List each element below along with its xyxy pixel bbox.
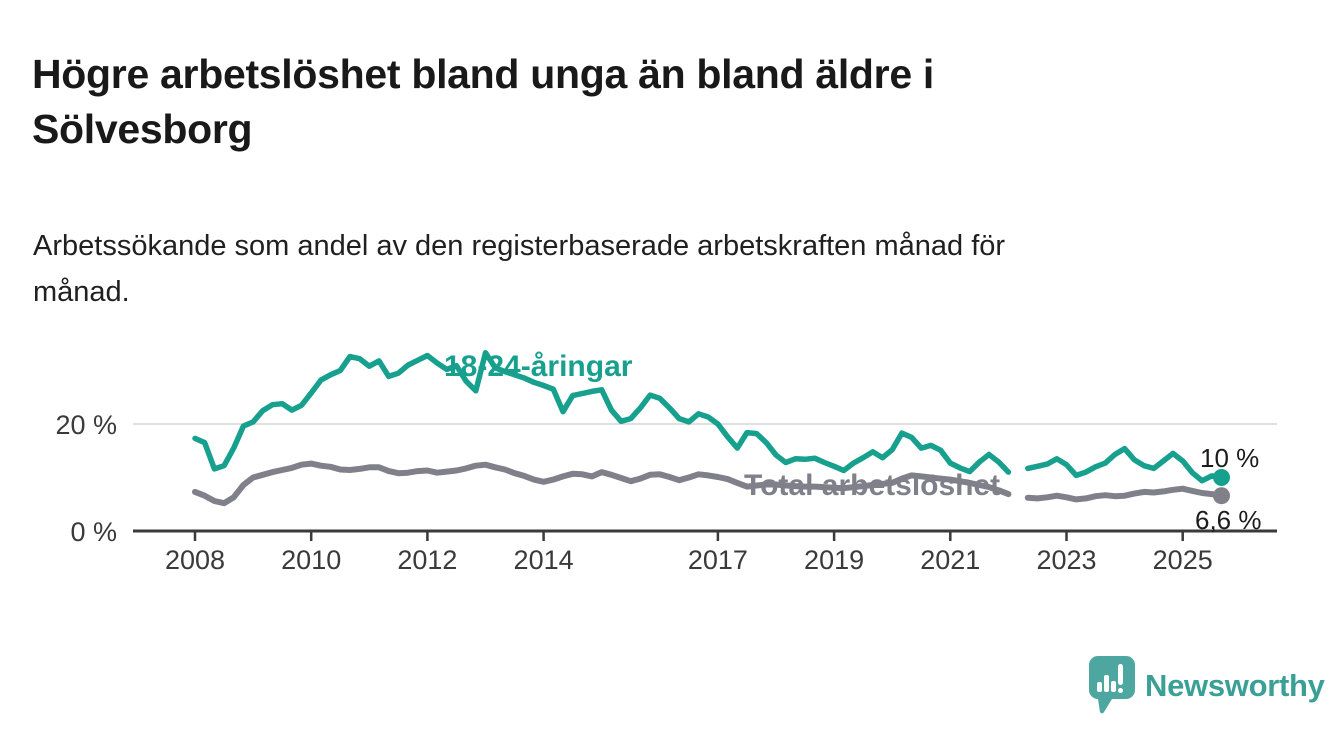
chart-subtitle-line-1: Arbetssökande som andel av den registerb… (33, 230, 1006, 262)
x-tick-label: 2023 (1036, 545, 1096, 575)
y-tick-label: 20 % (55, 410, 117, 440)
series-label-total: Total arbetslöshet (744, 469, 1001, 502)
page-title-line-1: Högre arbetslöshet bland unga än bland ä… (32, 51, 935, 98)
x-tick-label: 2012 (397, 545, 457, 575)
bar-2 (1104, 675, 1109, 692)
exclamation-dot (1118, 688, 1123, 693)
series-line-young (192, 350, 1225, 484)
chart-subtitle-line-2: månad. (33, 276, 130, 308)
series-label-young: 18-24-åringar (444, 350, 633, 383)
newsworthy-logo-icon (1089, 656, 1135, 714)
x-tick-label: 2025 (1153, 545, 1213, 575)
x-tick-label: 2014 (514, 545, 574, 575)
bar-1 (1097, 682, 1102, 692)
end-value-label-young: 10 % (1200, 443, 1260, 473)
bar-3 (1111, 681, 1116, 692)
series-end-dot-total (1213, 487, 1230, 505)
newsworthy-wordmark: Newsworthy (1145, 668, 1325, 703)
end-value-label-total: 6,6 % (1195, 505, 1262, 535)
x-tick-label: 2008 (165, 545, 225, 575)
x-tick-label: 2019 (804, 545, 864, 575)
x-tick-label: 2017 (688, 545, 748, 575)
page-title: Högre arbetslöshet bland unga än bland ä… (32, 47, 1182, 157)
x-tick-label: 2021 (920, 545, 980, 575)
series-end-dot-young (1213, 469, 1230, 486)
chart-subtitle: Arbetssökande som andel av den registerb… (33, 223, 1273, 315)
page-title-line-2: Sölvesborg (32, 106, 253, 153)
x-tick-label: 2010 (281, 545, 341, 575)
series-line-total (192, 460, 1225, 507)
y-tick-label: 0 % (70, 517, 117, 547)
newsworthy-logo: Newsworthy (1088, 655, 1325, 717)
exclamation-bar (1118, 664, 1123, 685)
